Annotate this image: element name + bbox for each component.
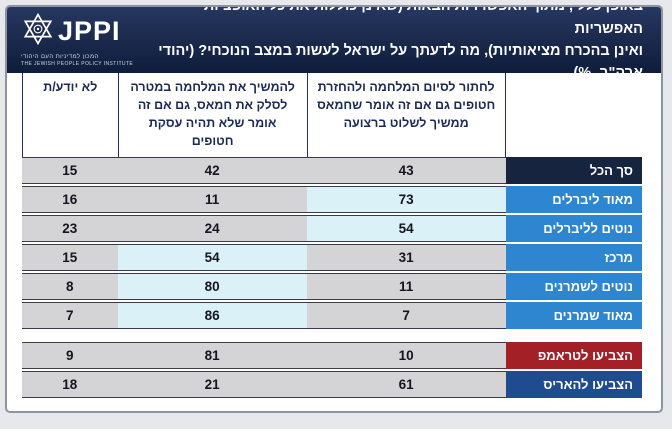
cell-dont-know: 9 <box>22 342 118 369</box>
column-header-continue-war: להמשיך את המלחמה במטרה לסלק את חמאס, גם … <box>117 73 307 157</box>
cell-end-war: 73 <box>306 186 506 213</box>
cell-end-war: 11 <box>306 273 506 300</box>
table-body-main: סך הכל 43 42 15 מאוד ליברלים 73 11 16 נו… <box>22 157 642 329</box>
cell-continue-war: 81 <box>117 342 307 369</box>
table-row: נוטים לליברלים 54 24 23 <box>22 215 642 242</box>
cell-dont-know: 15 <box>22 244 118 271</box>
cell-dont-know: 16 <box>22 186 118 213</box>
cell-continue-war: 86 <box>117 302 307 329</box>
row-label: מאוד ליברלים <box>505 186 642 213</box>
cell-end-war: 7 <box>306 302 506 329</box>
cell-continue-war: 21 <box>117 371 307 398</box>
cell-continue-war: 54 <box>117 244 307 271</box>
table-row: סך הכל 43 42 15 <box>22 157 642 184</box>
table-row: הצביעו לטראמפ 10 81 9 <box>22 342 642 369</box>
cell-continue-war: 24 <box>117 215 307 242</box>
jppi-logo: JPPI המכון למדיניות העם היהודי THE JEWIS… <box>21 12 149 68</box>
table-body-voters: הצביעו לטראמפ 10 81 9 הצביעו להאריס 61 2… <box>22 342 642 398</box>
cell-end-war: 43 <box>306 157 506 184</box>
row-label: מרכז <box>505 244 642 271</box>
cell-dont-know: 23 <box>22 215 118 242</box>
cell-end-war: 10 <box>306 342 506 369</box>
logo-hebrew-name: המכון למדיניות העם היהודי <box>21 53 99 60</box>
column-header-end-war: לחתור לסיום המלחמה ולהחזרת חטופים גם אם … <box>306 73 506 157</box>
row-label: מאוד שמרנים <box>505 302 642 329</box>
row-label: נוטים לשמרנים <box>505 273 642 300</box>
page-title-line1: באופן כללי, מתוך האפשרויות הבאות (שאינן … <box>203 5 643 37</box>
column-header-dont-know: לא יודע/ת <box>22 73 118 157</box>
group-divider <box>22 331 642 342</box>
row-label: הצביעו לטראמפ <box>505 342 642 369</box>
table-row: מאוד ליברלים 73 11 16 <box>22 186 642 213</box>
star-of-david-icon <box>21 12 55 51</box>
cell-continue-war: 11 <box>117 186 307 213</box>
page-title-line2: ואינן בהכרח מציאותיות), מה לדעתך על ישרא… <box>158 43 643 82</box>
row-label: הצביעו להאריס <box>505 371 642 398</box>
cell-end-war: 61 <box>306 371 506 398</box>
column-header-row: לחתור לסיום המלחמה ולהחזרת חטופים גם אם … <box>22 73 642 157</box>
table-row: הצביעו להאריס 61 21 18 <box>22 371 642 398</box>
table-row: נוטים לשמרנים 11 80 8 <box>22 273 642 300</box>
report-card: JPPI המכון למדיניות העם היהודי THE JEWIS… <box>5 5 663 413</box>
cell-continue-war: 80 <box>117 273 307 300</box>
logo-acronym: JPPI <box>58 15 121 46</box>
table-row: מרכז 31 54 15 <box>22 244 642 271</box>
logo-english-name: THE JEWISH PEOPLE POLICY INSTITUTE <box>21 61 134 68</box>
cell-end-war: 54 <box>306 215 506 242</box>
cell-dont-know: 18 <box>22 371 118 398</box>
cell-continue-war: 42 <box>117 157 307 184</box>
title-header: JPPI המכון למדיניות העם היהודי THE JEWIS… <box>7 7 661 81</box>
column-header-rowlabels <box>506 73 642 157</box>
cell-dont-know: 7 <box>22 302 118 329</box>
page-title: באופן כללי, מתוך האפשרויות הבאות (שאינן … <box>149 5 649 85</box>
cell-end-war: 31 <box>306 244 506 271</box>
cell-dont-know: 15 <box>22 157 118 184</box>
table-row: מאוד שמרנים 7 86 7 <box>22 302 642 329</box>
row-label: נוטים לליברלים <box>505 215 642 242</box>
row-label: סך הכל <box>505 157 642 184</box>
cell-dont-know: 8 <box>22 273 118 300</box>
